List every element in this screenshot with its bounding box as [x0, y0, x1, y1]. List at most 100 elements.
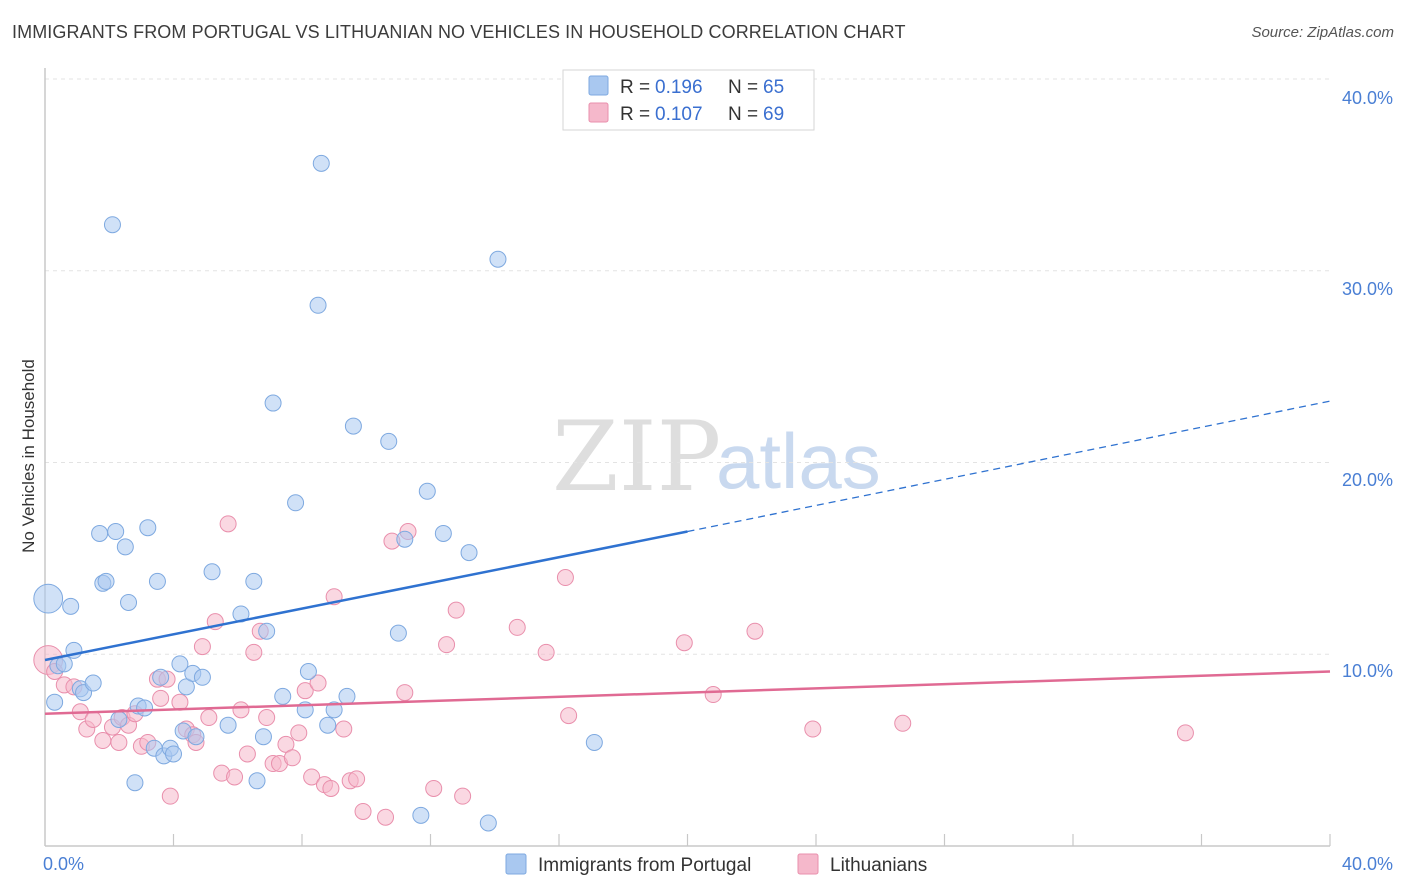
x-tick-label-max: 40.0%	[1342, 854, 1393, 874]
point-immigrants-from-portugal	[107, 523, 125, 541]
point-lithuanians	[746, 622, 764, 640]
trend-line-immigrants-from-portugal	[44, 530, 688, 662]
chart-title: IMMIGRANTS FROM PORTUGAL VS LITHUANIAN N…	[12, 22, 906, 42]
point-immigrants-from-portugal	[116, 538, 134, 556]
point-lithuanians	[193, 638, 211, 656]
point-lithuanians	[110, 733, 128, 751]
y-tick-label-30: 30.0%	[1342, 279, 1393, 299]
point-lithuanians	[152, 689, 170, 707]
watermark-atlas: atlas	[716, 417, 881, 505]
point-lithuanians	[348, 770, 366, 788]
legend-r-value-lithuanians: 0.107	[655, 104, 703, 125]
y-tick-label-40: 40.0%	[1342, 88, 1393, 108]
point-lithuanians	[1176, 724, 1194, 742]
legend-n-value-portugal: 65	[763, 77, 784, 98]
point-lithuanians	[309, 674, 327, 692]
point-immigrants-from-portugal	[152, 668, 170, 686]
point-lithuanians	[508, 618, 526, 636]
point-immigrants-from-portugal	[460, 544, 478, 562]
point-immigrants-from-portugal	[245, 572, 263, 590]
point-lithuanians	[258, 709, 276, 727]
point-immigrants-from-portugal	[84, 674, 102, 692]
point-lithuanians	[283, 749, 301, 767]
series-lithuanians	[33, 515, 1194, 826]
point-lithuanians	[354, 802, 372, 820]
point-lithuanians	[219, 515, 237, 533]
point-lithuanians	[200, 709, 218, 727]
point-immigrants-from-portugal	[389, 624, 407, 642]
point-lithuanians	[560, 707, 578, 725]
point-lithuanians	[804, 720, 822, 738]
legend-r-label-portugal: R =	[620, 77, 650, 98]
point-immigrants-from-portugal	[418, 482, 436, 500]
point-immigrants-from-portugal	[299, 663, 317, 681]
point-lithuanians	[894, 714, 912, 732]
series-immigrants-from-portugal	[33, 154, 603, 832]
legend-box: R = 0.196 N = 65 R = 0.107 N = 69	[562, 69, 815, 131]
point-lithuanians	[396, 684, 414, 702]
trend-line-extension-immigrants-from-portugal	[687, 400, 1331, 533]
watermark: ZIP atlas	[552, 401, 881, 513]
point-immigrants-from-portugal	[165, 745, 182, 763]
point-immigrants-from-portugal	[412, 806, 430, 824]
point-immigrants-from-portugal	[585, 733, 603, 751]
point-immigrants-from-portugal	[126, 774, 144, 792]
point-immigrants-from-portugal	[489, 250, 507, 268]
point-lithuanians	[335, 720, 353, 738]
point-lithuanians	[377, 808, 395, 826]
chart-source: Source: ZipAtlas.com	[1251, 24, 1394, 41]
legend-n-label-lithuanians: N =	[728, 104, 758, 125]
point-lithuanians	[322, 779, 340, 797]
bottom-legend: Immigrants from Portugal Lithuanians	[505, 853, 927, 876]
bottom-legend-label-portugal: Immigrants from Portugal	[538, 855, 751, 876]
point-immigrants-from-portugal	[258, 622, 276, 640]
point-lithuanians	[232, 701, 250, 719]
point-lithuanians	[556, 569, 574, 587]
point-lithuanians	[438, 636, 456, 654]
point-immigrants-from-portugal	[139, 519, 157, 537]
point-lithuanians	[296, 682, 314, 700]
point-immigrants-from-portugal	[274, 687, 292, 705]
point-lithuanians	[303, 768, 321, 786]
gridlines	[45, 78, 1330, 655]
point-lithuanians	[290, 724, 308, 742]
point-lithuanians	[84, 710, 102, 728]
point-lithuanians	[245, 643, 263, 661]
point-immigrants-from-portugal	[319, 716, 337, 734]
point-immigrants-from-portugal	[219, 716, 237, 734]
point-immigrants-from-portugal	[46, 693, 64, 711]
point-immigrants-from-portugal	[103, 216, 121, 234]
point-immigrants-from-portugal	[120, 593, 138, 611]
point-lithuanians	[171, 693, 189, 711]
point-immigrants-from-portugal	[62, 597, 80, 615]
point-immigrants-from-portugal	[136, 699, 154, 717]
point-lithuanians	[704, 686, 722, 704]
point-immigrants-from-portugal	[33, 583, 64, 614]
point-lithuanians	[447, 601, 465, 619]
x-ticks	[172, 834, 1331, 846]
point-immigrants-from-portugal	[187, 728, 205, 746]
point-lithuanians	[94, 732, 112, 750]
bottom-legend-swatch-lithuanians	[797, 853, 819, 875]
bottom-legend-label-lithuanians: Lithuanians	[830, 855, 927, 876]
point-immigrants-from-portugal	[344, 417, 362, 435]
watermark-zip: ZIP	[552, 401, 721, 513]
y-tick-label-10: 10.0%	[1342, 661, 1393, 681]
point-immigrants-from-portugal	[312, 154, 330, 172]
point-immigrants-from-portugal	[309, 296, 327, 314]
point-lithuanians	[425, 779, 443, 797]
point-lithuanians	[537, 643, 555, 661]
point-immigrants-from-portugal	[396, 530, 414, 548]
legend-swatch-lithuanians	[588, 102, 609, 123]
point-immigrants-from-portugal	[91, 524, 109, 542]
trend-lines	[44, 400, 1331, 715]
legend-n-value-lithuanians: 69	[763, 104, 784, 125]
legend-swatch-portugal	[588, 75, 609, 96]
point-immigrants-from-portugal	[110, 710, 128, 728]
tick-labels: 40.0% 30.0% 20.0% 10.0% 0.0% 40.0%	[43, 88, 1393, 874]
point-immigrants-from-portugal	[148, 572, 166, 590]
point-immigrants-from-portugal	[338, 687, 356, 705]
point-lithuanians	[675, 634, 693, 652]
point-immigrants-from-portugal	[254, 728, 272, 746]
point-lithuanians	[454, 787, 472, 805]
